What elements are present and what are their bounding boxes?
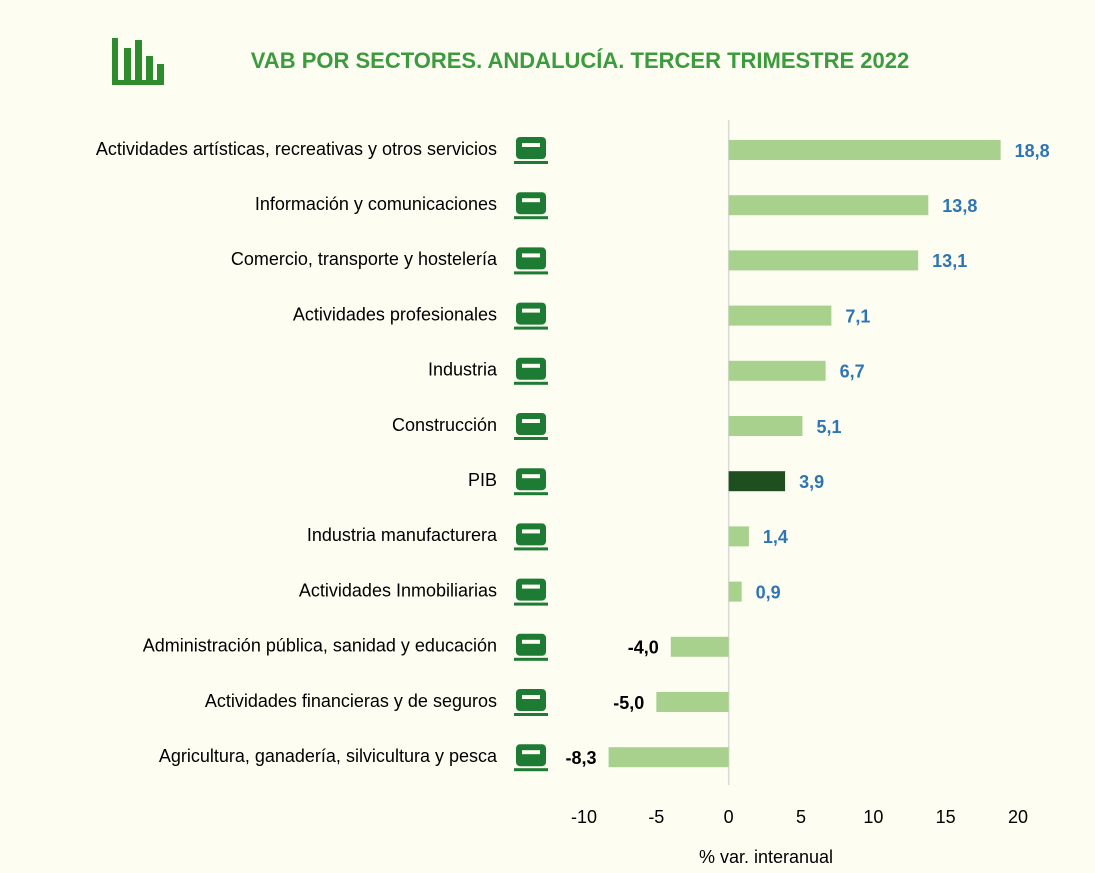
icon-shape [514,271,548,275]
data-label: 0,9 [756,582,781,602]
sector-icon [514,302,548,330]
sector-icon [514,247,548,275]
category-label: Actividades Inmobiliarias [299,580,497,600]
icon-shape [516,578,546,601]
bar [656,692,729,712]
icon-shape [514,326,548,330]
icon-shape [522,253,540,258]
icon-shape [514,161,548,164]
icon-shape [516,413,546,435]
icon-shape [522,474,540,479]
bar [728,305,832,326]
bar [728,471,786,492]
icon-shape [522,419,540,423]
icon-shape [522,308,540,313]
data-label: 5,1 [816,417,841,437]
icon-shape [514,713,548,716]
x-tick-label: 0 [724,807,734,827]
data-label: 13,1 [932,251,967,271]
x-tick-label: 5 [796,807,806,827]
icon-shape [514,768,548,772]
category-label: Actividades artísticas, recreativas y ot… [96,139,497,159]
icon-shape [522,529,540,534]
icon-shape [514,547,548,551]
x-axis-label: % var. interanual [699,847,833,867]
category-label: Actividades profesionales [293,304,497,324]
icon-shape [514,216,548,220]
category-label: Información y comunicaciones [255,194,497,214]
icon-shape [522,750,540,755]
icon-shape [516,192,546,215]
category-label: Comercio, transporte y hostelería [231,249,498,269]
sector-icon [514,744,548,772]
icon-shape [516,744,546,767]
bar [728,360,826,381]
icon-shape [522,198,540,203]
category-label: Administración pública, sanidad y educac… [143,636,497,656]
icon-shape [516,633,546,656]
x-tick-label: -5 [648,807,664,827]
icon-shape [522,639,540,644]
icon-shape [516,357,546,380]
icon-shape [514,381,548,385]
x-tick-label: -10 [571,807,597,827]
chart-title: VAB POR SECTORES. ANDALUCÍA. TERCER TRIM… [251,48,909,73]
icon-shape [516,689,546,711]
data-label: 7,1 [845,306,870,326]
x-tick-label: 15 [936,807,956,827]
icon-shape [516,523,546,546]
bar [608,747,729,768]
sector-icon [514,633,548,661]
sector-icon [514,357,548,385]
sector-icon [514,689,548,716]
category-label: Industria [428,360,498,380]
x-tick-label: 10 [863,807,883,827]
data-label: -5,0 [613,693,644,713]
icon-shape [514,657,548,661]
icon-shape [514,492,548,496]
sector-icon [514,523,548,551]
icon-shape [522,363,540,368]
bar [728,250,919,271]
category-label: PIB [468,470,497,490]
bar [728,195,929,216]
data-label: 6,7 [840,362,865,382]
title-icon [112,38,164,85]
data-label: -8,3 [566,748,597,768]
bar [728,526,749,547]
data-label: 13,8 [942,196,977,216]
icon-shape [516,137,546,159]
sector-icon [514,137,548,164]
icon-shape [516,302,546,325]
sector-icon [514,578,548,606]
sector-icon [514,413,548,440]
bar [728,140,1001,160]
icon-shape [522,143,540,147]
sector-icon [514,192,548,220]
category-label: Industria manufacturera [307,525,498,545]
icon-shape [516,468,546,491]
icon-shape [522,584,540,589]
bar [728,581,742,602]
icon-shape [522,695,540,699]
data-label: -4,0 [628,638,659,658]
bar [728,416,803,436]
sector-icon [514,468,548,496]
category-label: Actividades financieras y de seguros [205,691,497,711]
icon-shape [514,602,548,606]
category-label: Agricultura, ganadería, silvicultura y p… [159,746,498,766]
data-label: 3,9 [799,472,824,492]
bar [670,636,729,657]
x-tick-label: 20 [1008,807,1028,827]
icon-shape [514,437,548,440]
data-label: 18,8 [1015,141,1050,161]
category-label: Construcción [392,415,497,435]
icon-shape [516,247,546,270]
data-label: 1,4 [763,527,788,547]
